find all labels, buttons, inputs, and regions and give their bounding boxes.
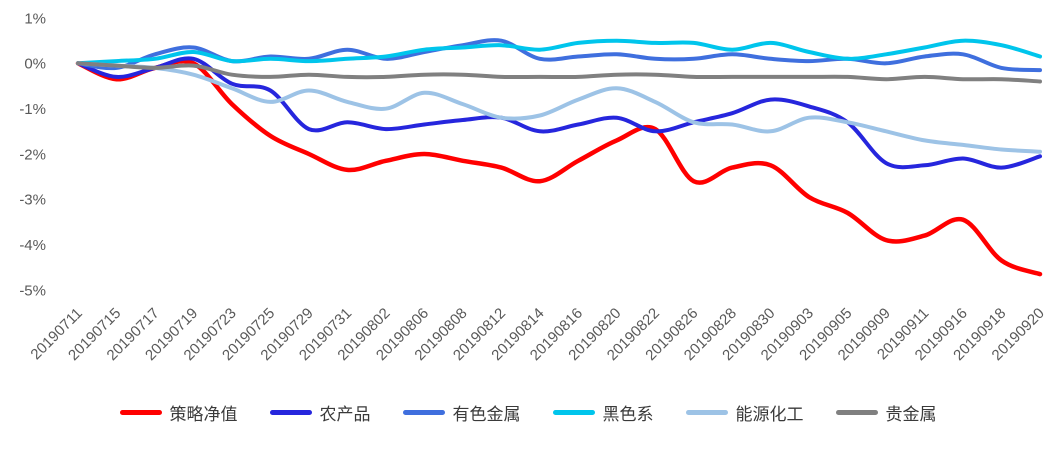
- legend-label-agricultural-products: 农产品: [319, 405, 371, 424]
- legend-label-nonferrous-metals: 有色金属: [452, 405, 521, 424]
- ferrous-black-series-line: [76, 38, 1042, 66]
- legend-item-agricultural-products: 农产品: [269, 400, 371, 425]
- nonferrous-metals-line: [76, 38, 1042, 73]
- y-axis-tick-label: -5%: [19, 282, 46, 299]
- legend-swatch-strategy-net-value: [119, 410, 162, 415]
- legend-swatch-nonferrous-metals: [402, 410, 445, 415]
- legend-swatch-agricultural-products: [269, 410, 312, 415]
- precious-metals-line: [76, 61, 1042, 84]
- legend-item-precious-metals: 贵金属: [835, 400, 937, 425]
- legend-swatch-ferrous-black-series: [552, 410, 595, 415]
- y-axis-tick-label: 0%: [24, 56, 46, 73]
- legend-swatch-precious-metals: [835, 410, 878, 415]
- y-axis-tick-label: -2%: [19, 146, 46, 163]
- legend-label-precious-metals: 贵金属: [885, 405, 937, 424]
- plot-svg: 1%0%-1%-2%-3%-4%-5%201907112019071520190…: [19, 10, 1048, 364]
- energy-chemicals-line: [76, 61, 1042, 154]
- y-axis-tick-label: -4%: [19, 237, 46, 254]
- legend: 策略净值 农产品 有色金属 黑色系 能源化工 贵金属: [0, 400, 1056, 425]
- legend-label-energy-chemicals: 能源化工: [735, 405, 804, 424]
- legend-swatch-energy-chemicals: [685, 410, 728, 415]
- y-axis-tick-label: 1%: [24, 10, 46, 27]
- legend-item-energy-chemicals: 能源化工: [685, 400, 804, 425]
- legend-item-strategy-net-value: 策略净值: [119, 400, 238, 425]
- strategy-net-value-line: [75, 58, 1043, 277]
- y-axis-tick-label: -1%: [19, 101, 46, 118]
- legend-item-nonferrous-metals: 有色金属: [402, 400, 521, 425]
- agricultural-products-line: [76, 56, 1042, 170]
- y-axis-tick-label: -3%: [19, 192, 46, 209]
- legend-item-ferrous-black-series: 黑色系: [552, 400, 654, 425]
- legend-label-ferrous-black-series: 黑色系: [602, 405, 654, 424]
- legend-label-strategy-net-value: 策略净值: [169, 405, 238, 424]
